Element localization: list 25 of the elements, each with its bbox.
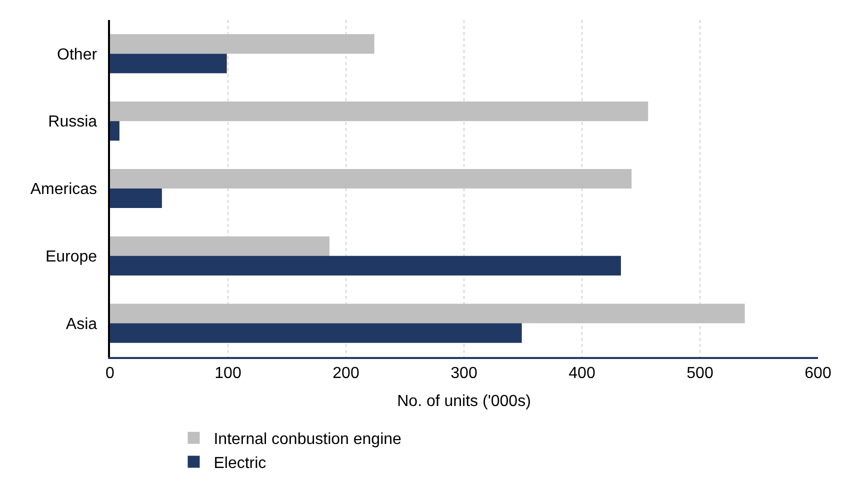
legend-label: Internal conbustion engine <box>214 431 402 448</box>
bar <box>110 168 632 188</box>
x-axis-title: No. of units ('000s) <box>397 393 531 410</box>
y-tick-label: Other <box>57 46 98 64</box>
y-tick-label: Americas <box>30 181 98 198</box>
x-tick-label: 400 <box>568 364 596 382</box>
bar <box>110 323 522 343</box>
y-tick-label: Asia <box>66 316 98 333</box>
bar <box>110 102 648 122</box>
x-tick-label: 600 <box>804 364 832 382</box>
bar <box>110 188 162 208</box>
y-tick-label: Russia <box>48 114 98 131</box>
bar <box>110 256 621 276</box>
legend-label: Electric <box>214 454 266 472</box>
bar <box>110 34 374 54</box>
x-tick-label: 100 <box>214 364 242 382</box>
bar <box>110 121 120 141</box>
x-tick-label: 300 <box>450 364 478 382</box>
bar <box>110 304 745 324</box>
y-tick-label: Europe <box>45 248 98 266</box>
bar <box>110 54 227 74</box>
x-tick-label: 500 <box>686 364 714 382</box>
bar <box>110 236 330 256</box>
x-tick-label: 200 <box>332 364 360 382</box>
x-tick-label: 0 <box>106 364 115 382</box>
